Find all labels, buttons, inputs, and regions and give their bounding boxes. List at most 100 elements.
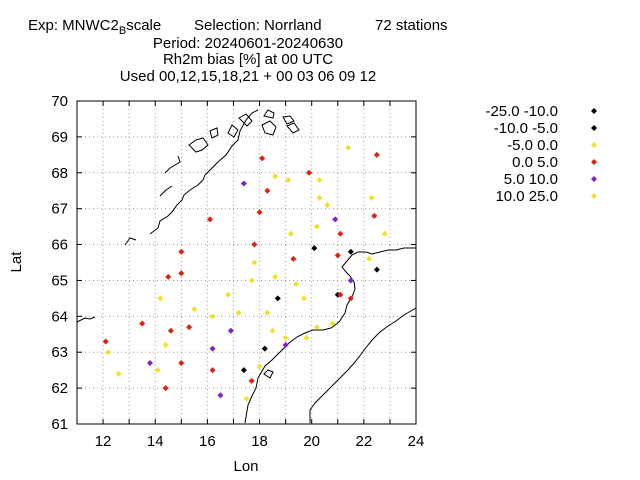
y-tick-label: 61: [51, 416, 68, 433]
station-marker: [274, 295, 281, 302]
station-marker: [147, 359, 154, 366]
station-marker: [316, 176, 323, 183]
station-marker: [157, 295, 164, 302]
plot-frame: [76, 100, 417, 425]
station-marker: [178, 248, 185, 255]
legend-marker: [591, 193, 597, 199]
y-tick-label: 66: [51, 237, 68, 254]
station-marker: [373, 266, 380, 273]
y-tick-label: 67: [51, 201, 68, 218]
x-tick-label: 16: [199, 433, 216, 450]
station-marker: [329, 320, 336, 327]
station-marker: [251, 259, 258, 266]
y-tick-label: 69: [51, 129, 68, 146]
x-tick-label: 20: [303, 433, 320, 450]
coastline: [76, 109, 417, 424]
station-marker: [347, 277, 354, 284]
legend-label: -10.0 -5.0: [494, 120, 558, 137]
station-markers: [102, 144, 388, 402]
y-tick-label: 64: [51, 308, 68, 325]
station-marker: [235, 309, 242, 316]
x-tick-label: 14: [147, 433, 164, 450]
station-marker: [264, 187, 271, 194]
y-axis-label: Lat: [8, 251, 25, 273]
station-marker: [332, 216, 339, 223]
station-marker: [186, 324, 193, 331]
station-marker: [105, 349, 112, 356]
station-marker: [368, 194, 375, 201]
grid: [77, 101, 416, 424]
legend-marker: [591, 125, 597, 131]
station-marker: [139, 320, 146, 327]
station-marker: [285, 176, 292, 183]
station-marker: [162, 342, 169, 349]
station-marker: [243, 395, 250, 402]
station-marker: [264, 309, 271, 316]
legend-label: -5.0 0.0: [507, 137, 558, 154]
station-marker: [345, 144, 352, 151]
station-marker: [272, 273, 279, 280]
y-tick-label: 70: [51, 93, 68, 110]
legend-marker: [591, 142, 597, 148]
station-marker: [303, 334, 310, 341]
x-tick-label: 18: [251, 433, 268, 450]
x-tick-label: 12: [95, 433, 112, 450]
station-marker: [366, 255, 373, 262]
station-marker: [248, 277, 255, 284]
station-marker: [256, 363, 263, 370]
station-marker: [115, 370, 122, 377]
station-marker: [251, 241, 258, 248]
station-marker: [225, 291, 232, 298]
station-marker: [240, 367, 247, 374]
station-marker: [316, 194, 323, 201]
station-marker: [300, 295, 307, 302]
station-marker: [371, 212, 378, 219]
y-tick-label: 65: [51, 272, 68, 289]
station-marker: [347, 248, 354, 255]
x-tick-label: 24: [408, 433, 425, 450]
title-stations: 72 stations: [375, 17, 448, 34]
station-marker: [167, 327, 174, 334]
station-marker: [102, 338, 109, 345]
station-marker: [282, 342, 289, 349]
legend-marker: [591, 176, 597, 182]
station-marker: [337, 230, 344, 237]
station-marker: [209, 313, 216, 320]
y-tick-label: 62: [51, 380, 68, 397]
x-axis-label: Lon: [233, 458, 258, 475]
station-marker: [282, 334, 289, 341]
legend-label: 5.0 10.0: [504, 171, 558, 188]
legend-label: 10.0 25.0: [495, 188, 558, 205]
title-period: Period: 20240601-20240630: [153, 35, 343, 52]
station-marker: [154, 367, 161, 374]
title-param: Rh2m bias [%] at 00 UTC: [163, 51, 333, 68]
station-marker: [287, 230, 294, 237]
station-marker: [269, 327, 276, 334]
title-used: Used 00,12,15,18,21 + 00 03 06 09 12: [120, 68, 376, 85]
station-marker: [227, 327, 234, 334]
axes: 12 14 16 18 20 22 24 61 62 63 64 65 66 67 68 69 70: [51, 93, 424, 450]
station-marker: [178, 270, 185, 277]
station-marker: [256, 209, 263, 216]
station-marker: [209, 367, 216, 374]
station-marker: [313, 223, 320, 230]
station-marker: [209, 345, 216, 352]
legend-marker: [591, 108, 597, 114]
station-marker: [381, 230, 388, 237]
title-selection: Selection: Norrland: [194, 17, 322, 34]
station-marker: [165, 273, 172, 280]
station-marker: [290, 255, 297, 262]
station-marker: [334, 252, 341, 259]
station-marker: [248, 377, 255, 384]
station-marker: [206, 216, 213, 223]
station-marker: [347, 295, 354, 302]
station-marker: [259, 155, 266, 162]
station-marker: [240, 180, 247, 187]
station-marker: [313, 324, 320, 331]
station-marker: [311, 245, 318, 252]
y-tick-label: 63: [51, 344, 68, 361]
legend: -25.0 -10.0-10.0 -5.0-5.0 0.00.0 5.05.0 …: [485, 103, 597, 205]
station-marker: [178, 359, 185, 366]
station-marker: [324, 202, 331, 209]
station-marker: [261, 345, 268, 352]
